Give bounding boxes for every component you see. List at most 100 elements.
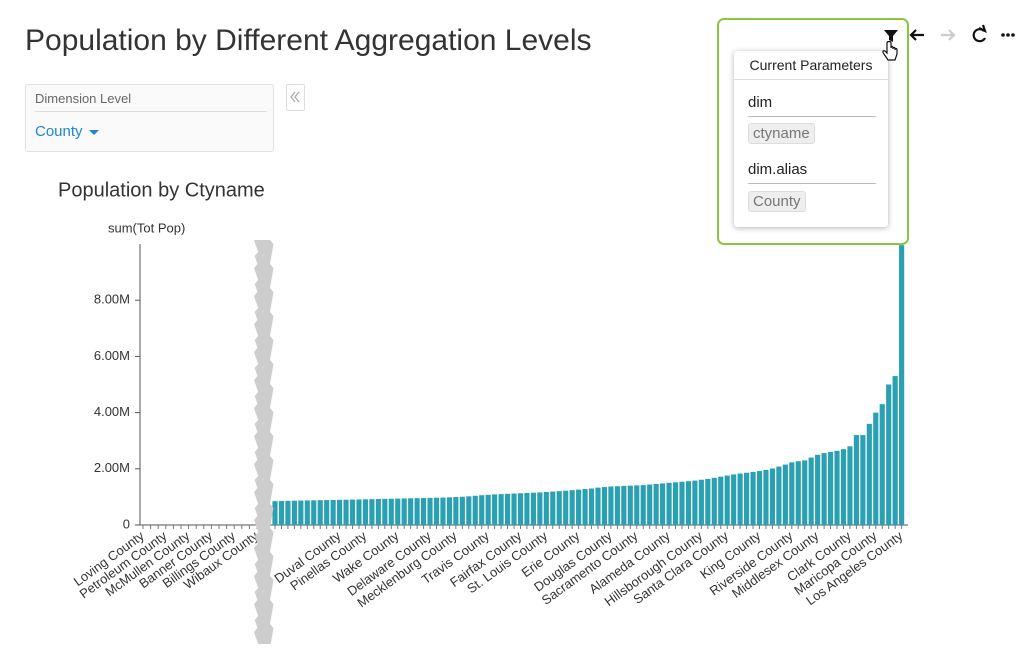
bar <box>776 466 782 525</box>
bar <box>756 471 763 525</box>
bar <box>362 499 369 525</box>
bar <box>827 451 834 525</box>
caret-icon <box>88 129 99 135</box>
param-value: ctyname <box>748 123 815 144</box>
bar <box>582 489 588 525</box>
bar <box>698 479 704 525</box>
filter-value[interactable]: County <box>35 123 83 140</box>
bar <box>530 492 536 525</box>
y-tick-label: 6.00M <box>94 348 130 363</box>
bar <box>408 498 414 525</box>
bar <box>272 501 278 525</box>
bar <box>446 497 452 525</box>
bar <box>789 462 795 525</box>
bar <box>866 423 872 525</box>
bar <box>492 494 498 525</box>
bar <box>802 460 808 525</box>
bar <box>427 497 433 525</box>
bar <box>782 464 788 525</box>
dimension-filter: Dimension Level County <box>25 84 274 152</box>
bar <box>685 481 692 525</box>
bar <box>705 478 711 525</box>
bar <box>278 500 285 525</box>
bar <box>375 499 381 525</box>
bar <box>453 497 459 525</box>
bar <box>899 245 905 525</box>
bar <box>647 484 653 525</box>
bar <box>395 498 401 525</box>
bar <box>485 494 491 525</box>
bar <box>543 491 549 525</box>
bar <box>666 482 672 525</box>
bar <box>433 497 440 525</box>
bar <box>498 494 504 525</box>
toolbar <box>884 24 1015 43</box>
y-tick-label: 2.00M <box>94 460 130 475</box>
refresh-icon[interactable] <box>972 24 987 43</box>
bar <box>511 493 517 525</box>
bar <box>731 474 737 525</box>
y-axis-label: sum(Tot Pop) <box>108 220 185 235</box>
bar <box>614 486 620 525</box>
bar <box>653 483 659 525</box>
bar <box>692 480 698 525</box>
bar <box>795 461 801 525</box>
back-icon[interactable] <box>909 29 924 41</box>
bar <box>815 454 821 525</box>
bar <box>504 493 511 525</box>
axis-break <box>254 240 274 644</box>
bar <box>763 469 769 525</box>
bar <box>285 500 291 525</box>
bar <box>750 471 756 525</box>
filter-dropdown[interactable]: County <box>35 123 99 140</box>
bar <box>627 485 633 525</box>
bar <box>847 446 853 525</box>
bar <box>737 473 743 525</box>
bar <box>556 491 562 525</box>
filter-icon[interactable] <box>884 30 898 42</box>
bar <box>744 472 750 525</box>
bar <box>601 487 608 525</box>
bar <box>834 450 840 525</box>
bar <box>537 492 543 525</box>
cursor-icon <box>882 40 898 61</box>
page-title: Population by Different Aggregation Leve… <box>25 24 592 57</box>
y-tick-label: 8.00M <box>94 292 130 307</box>
bar <box>886 384 892 525</box>
bar <box>808 457 814 525</box>
bar <box>349 499 356 525</box>
bar <box>466 496 472 525</box>
bar <box>563 490 569 525</box>
bar <box>517 493 524 525</box>
bar <box>298 500 304 525</box>
bar <box>595 487 601 525</box>
bar <box>524 492 530 525</box>
bar <box>472 495 478 525</box>
bar <box>821 453 827 525</box>
bar <box>317 500 323 525</box>
bar <box>569 490 575 525</box>
y-tick-label: 0 <box>123 516 130 531</box>
bar <box>382 498 388 525</box>
bar <box>330 499 336 525</box>
highlight-frame <box>717 18 909 245</box>
bar <box>311 500 317 525</box>
bar <box>879 404 885 525</box>
bar <box>860 435 866 525</box>
bar <box>414 498 420 525</box>
filter-label: Dimension Level <box>35 91 267 112</box>
more-icon[interactable] <box>1001 33 1015 37</box>
param-name: dim <box>748 94 876 117</box>
bar <box>892 376 898 525</box>
bar <box>640 485 646 525</box>
y-tick-label: 4.00M <box>94 404 130 419</box>
bar <box>711 477 717 525</box>
param-name: dim.alias <box>748 161 876 184</box>
bar <box>588 488 595 525</box>
bar <box>304 500 310 525</box>
bar <box>660 483 666 525</box>
collapse-button[interactable] <box>286 84 305 111</box>
bar <box>672 482 679 525</box>
